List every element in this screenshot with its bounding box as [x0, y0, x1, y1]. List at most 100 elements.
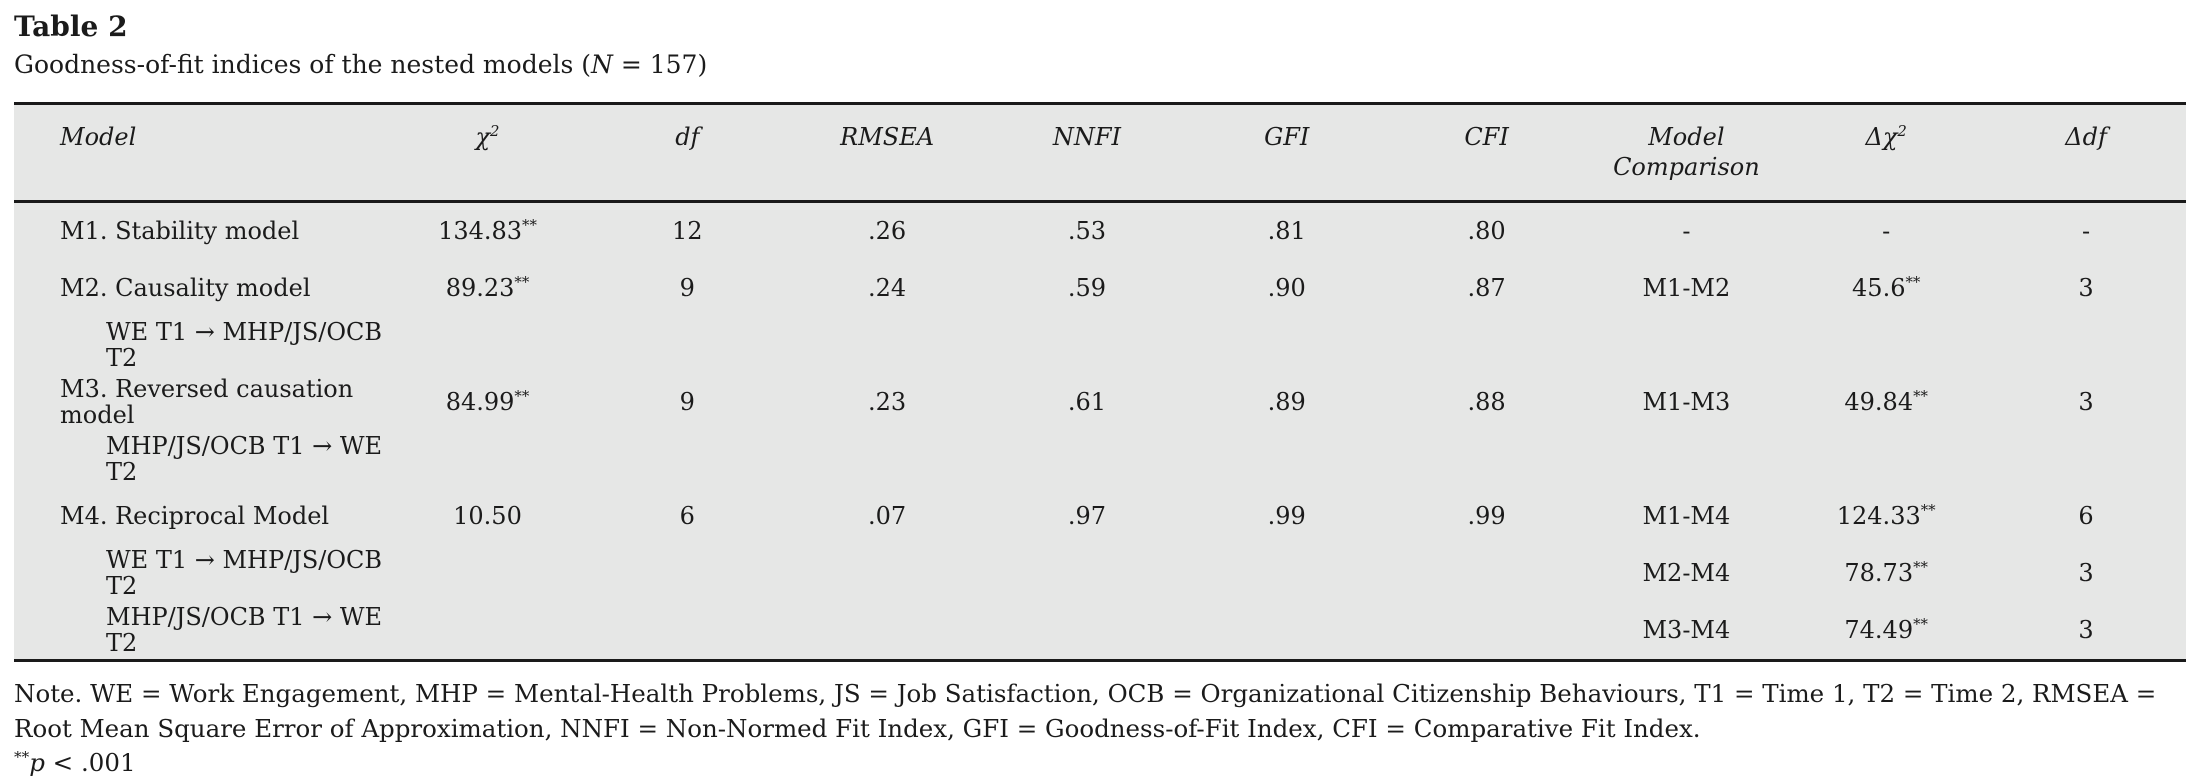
gfi-value: [1187, 317, 1387, 374]
model-path: WE T1 → MHP/JS/OCB T2: [106, 545, 383, 601]
delta-chi2-value: [1786, 431, 1986, 488]
table-caption: Goodness-of-fit indices of the nested mo…: [14, 50, 2186, 80]
df-value: 9: [679, 273, 695, 302]
delta-df-value: 6: [2078, 501, 2094, 530]
cfi-value: .80: [1467, 216, 1506, 245]
rmsea-value: [787, 317, 987, 374]
table-row-m2: M2. Causality model 89.23** 9 .24 .59 .9…: [14, 260, 2186, 317]
model-name: M4. Reciprocal Model: [60, 501, 330, 530]
delta-chi2-value: 45.6**: [1852, 272, 1921, 302]
cfi-value: .87: [1467, 273, 1506, 302]
gfi-value: [1187, 545, 1387, 602]
df-value: [587, 431, 787, 488]
gfi-value: .81: [1267, 216, 1306, 245]
df-value: [587, 317, 787, 374]
goodness-of-fit-table: Model χ2 df RMSEA NNFI GFI CFI Model Comp…: [14, 101, 2186, 662]
cfi-value: [1387, 317, 1587, 374]
col-header-delta-df: Δdf: [1986, 103, 2186, 203]
comparison-value: M1-M3: [1642, 387, 1731, 416]
df-value: 9: [679, 387, 695, 416]
col-header-gfi: GFI: [1186, 103, 1387, 203]
chi2-value: 84.99**: [445, 386, 530, 416]
nnfi-value: [987, 545, 1187, 602]
comparison-value: -: [1682, 216, 1691, 245]
comparison-value: M1-M4: [1642, 501, 1731, 530]
delta-chi2-value: -: [1882, 216, 1891, 245]
rmsea-value: .26: [868, 216, 907, 245]
col-header-chi2: χ2: [387, 103, 588, 203]
chi2-value: 134.83**: [438, 215, 537, 245]
chi2-value: 89.23**: [445, 272, 530, 302]
cfi-value: [1387, 431, 1587, 488]
nnfi-value: .53: [1067, 216, 1107, 245]
model-path: WE T1 → MHP/JS/OCB T2: [106, 317, 383, 373]
gfi-value: .89: [1267, 387, 1306, 416]
model-name: M3. Reversed causation model: [60, 374, 354, 430]
col-header-delta-chi2: Δχ2: [1786, 103, 1987, 203]
df-value: 6: [679, 501, 695, 530]
table-row-m1: M1. Stability model 134.83** 12 .26 .53 …: [14, 201, 2186, 260]
delta-df-value: 3: [2078, 273, 2094, 302]
cfi-value: .99: [1467, 501, 1506, 530]
cfi-value: [1387, 545, 1587, 602]
df-value: 12: [672, 216, 703, 245]
cfi-value: [1387, 602, 1587, 661]
delta-df-value: 3: [2078, 387, 2094, 416]
table-row-m4-path-1: WE T1 → MHP/JS/OCB T2 M2-M4 78.73** 3: [14, 545, 2186, 602]
gfi-value: [1187, 431, 1387, 488]
rmsea-value: [787, 602, 987, 661]
delta-df-value: [1986, 317, 2186, 374]
comparison-value: M2-M4: [1642, 558, 1731, 587]
nnfi-value: .97: [1067, 501, 1107, 530]
delta-chi2-value: 49.84**: [1844, 386, 1928, 416]
model-path: MHP/JS/OCB T1 → WE T2: [106, 602, 383, 658]
nnfi-value: .59: [1067, 273, 1107, 302]
caption-n-symbol: N: [591, 49, 613, 79]
table-row-m2-path: WE T1 → MHP/JS/OCB T2: [14, 317, 2186, 374]
comparison-value: M3-M4: [1642, 615, 1731, 644]
chi2-value: [388, 317, 588, 374]
nnfi-value: [987, 317, 1187, 374]
significance-threshold: < .001: [44, 747, 136, 777]
significance-note: **p < .001: [14, 747, 2186, 779]
col-header-rmsea: RMSEA: [787, 103, 988, 203]
delta-df-value: -: [2081, 216, 2091, 245]
chi2-value: 10.50: [453, 501, 522, 530]
model-name: M1. Stability model: [60, 216, 300, 245]
nnfi-value: .61: [1067, 387, 1107, 416]
delta-chi2-value: 74.49**: [1844, 614, 1928, 644]
chi2-value: [388, 431, 588, 488]
df-value: [587, 545, 787, 602]
delta-chi2-value: 78.73**: [1844, 557, 1928, 587]
table-row-m3: M3. Reversed causation model 84.99** 9 .…: [14, 374, 2186, 431]
delta-df-value: 3: [2078, 558, 2094, 587]
nnfi-value: [987, 602, 1187, 661]
table-note: Note. WE = Work Engagement, MHP = Mental…: [14, 678, 2157, 744]
chi2-value: [388, 602, 588, 661]
caption-tail: = 157): [612, 49, 708, 79]
table-label: Table 2: [14, 10, 128, 43]
significance-p: p: [29, 747, 45, 777]
table-row-m3-path: MHP/JS/OCB T1 → WE T2: [14, 431, 2186, 488]
delta-chi2-value: 124.33**: [1836, 500, 1936, 530]
rmsea-value: [787, 545, 987, 602]
delta-df-value: [1986, 431, 2186, 488]
col-header-nnfi: NNFI: [987, 103, 1187, 203]
significance-stars: **: [14, 747, 30, 766]
df-value: [587, 602, 787, 661]
gfi-value: .90: [1267, 273, 1306, 302]
delta-chi2-value: [1786, 317, 1986, 374]
col-header-model: Model: [14, 103, 388, 203]
cfi-value: .88: [1467, 387, 1506, 416]
col-header-model-comparison: Model Comparison: [1586, 103, 1787, 203]
rmsea-value: .24: [868, 273, 907, 302]
col-header-df: df: [587, 103, 788, 203]
col-header-cfi: CFI: [1386, 103, 1587, 203]
model-path: MHP/JS/OCB T1 → WE T2: [106, 431, 383, 487]
gfi-value: .99: [1267, 501, 1306, 530]
header-row: Model χ2 df RMSEA NNFI GFI CFI Model Comp…: [14, 103, 2186, 203]
chi2-value: [388, 545, 588, 602]
comparison-value: [1586, 317, 1786, 374]
rmsea-value: [787, 431, 987, 488]
